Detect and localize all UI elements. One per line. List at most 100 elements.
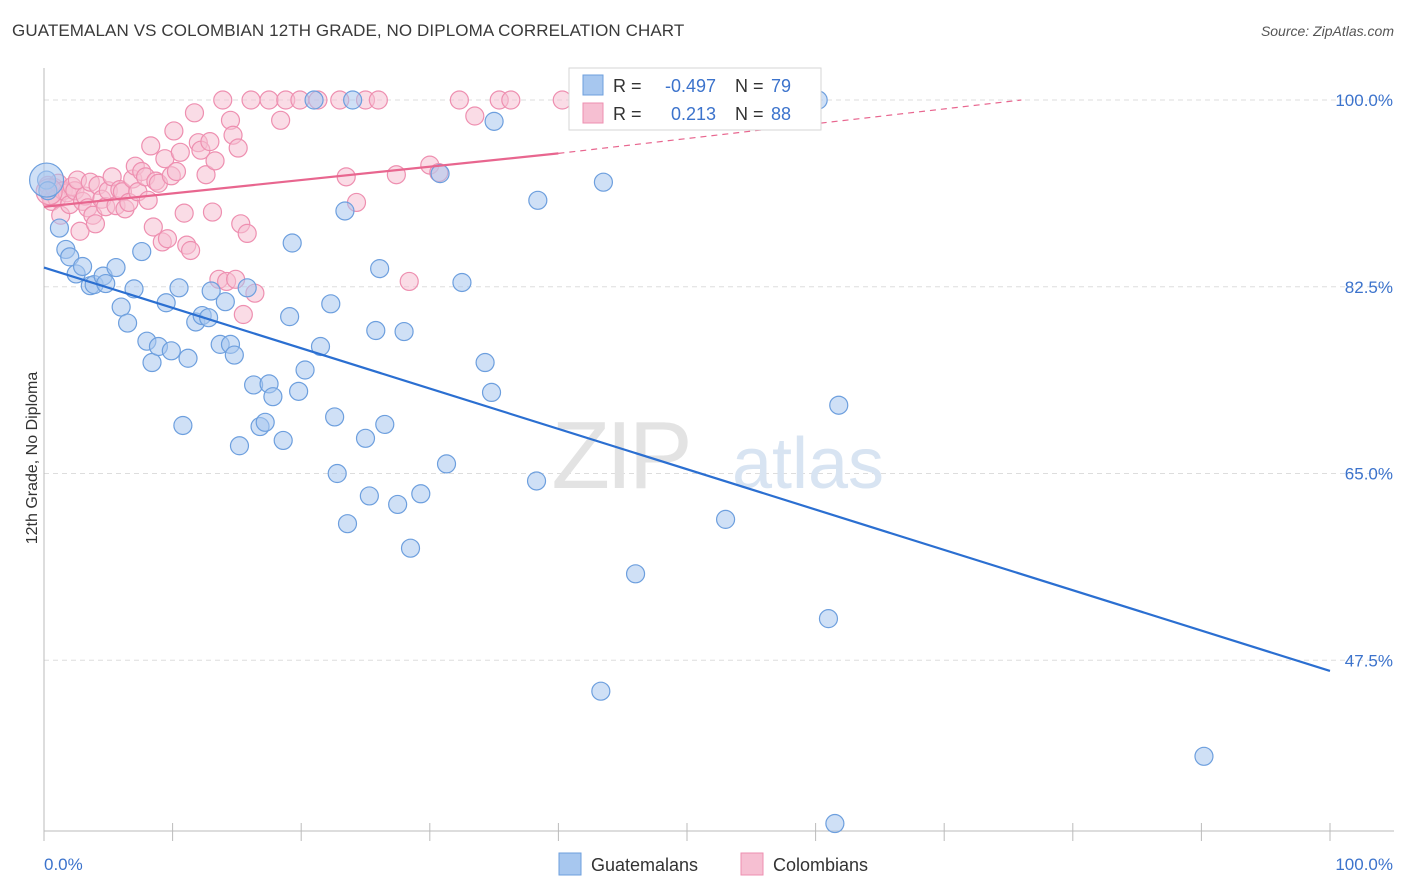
colombians-point bbox=[205, 151, 225, 171]
x-tick-label: 100.0% bbox=[1335, 855, 1393, 874]
colombians-point bbox=[181, 240, 201, 261]
guatemalans-point bbox=[481, 382, 502, 403]
guatemalans-point bbox=[484, 111, 504, 131]
axes bbox=[43, 68, 1394, 841]
guatemalans-point bbox=[1194, 746, 1214, 766]
guatemalans-point bbox=[388, 494, 408, 515]
colombians-point bbox=[237, 223, 257, 244]
legend-r-label-1: R = bbox=[613, 76, 642, 96]
guatemalans-point bbox=[106, 257, 126, 278]
colombians-point bbox=[399, 271, 419, 292]
guatemalans-point bbox=[169, 278, 189, 298]
guatemalans-point bbox=[327, 463, 347, 484]
legend-bottom-label-colombians: Colombians bbox=[773, 855, 868, 875]
legend-n-value-2: 88 bbox=[771, 104, 791, 124]
legend-r-value-1: -0.497 bbox=[665, 76, 716, 96]
guatemalans-point bbox=[370, 259, 390, 279]
watermark-zip: ZIP bbox=[551, 402, 688, 509]
colombians-point bbox=[166, 161, 187, 182]
colombians-point bbox=[228, 138, 248, 158]
colombians-point bbox=[138, 190, 158, 210]
y-tick-label: 100.0% bbox=[1335, 91, 1393, 110]
y-tick-label: 65.0% bbox=[1345, 465, 1393, 484]
y-tick-labels: 100.0% 82.5% 65.0% 47.5% bbox=[1335, 91, 1393, 670]
colombians-trend-line bbox=[43, 152, 559, 208]
legend-swatch-guatemalans bbox=[582, 74, 604, 96]
colombians-point bbox=[202, 202, 223, 222]
guatemalans-point bbox=[591, 681, 611, 701]
watermark: ZIP atlas bbox=[551, 402, 884, 509]
guatemalans-point bbox=[289, 381, 309, 401]
guatemalans-point bbox=[343, 90, 363, 110]
colombians-point bbox=[368, 90, 388, 110]
guatemalans-point bbox=[161, 341, 181, 361]
x-tick-labels: 0.0% 100.0% bbox=[44, 855, 1393, 874]
guatemalans-point bbox=[255, 412, 275, 432]
legend-stats-box bbox=[568, 67, 822, 131]
guatemalans-point bbox=[111, 297, 131, 317]
guatemalans-point bbox=[593, 172, 614, 192]
guatemalans-point bbox=[28, 162, 65, 198]
legend-bottom-swatch-colombians bbox=[740, 852, 764, 876]
guatemalans-point bbox=[394, 321, 414, 342]
guatemalans-point bbox=[295, 360, 315, 380]
guatemalans-point bbox=[280, 307, 300, 327]
colombians-point bbox=[271, 110, 291, 130]
guatemalans-point bbox=[452, 272, 472, 293]
chart-title: GUATEMALAN VS COLOMBIAN 12TH GRADE, NO D… bbox=[12, 21, 685, 40]
colombians-point bbox=[174, 203, 194, 223]
x-tick-label: 0.0% bbox=[44, 855, 83, 874]
guatemalans-point bbox=[337, 514, 358, 534]
guatemalans-point bbox=[263, 387, 283, 407]
guatemalans-point bbox=[273, 430, 293, 451]
legend-r-value-2: 0.213 bbox=[671, 104, 716, 124]
colombians-point bbox=[170, 142, 190, 162]
colombians-point bbox=[233, 304, 253, 325]
guatemalans-point bbox=[825, 813, 845, 834]
watermark-atlas: atlas bbox=[732, 424, 884, 504]
colombians-point bbox=[70, 221, 90, 241]
colombians-point bbox=[449, 90, 469, 110]
guatemalans-point bbox=[528, 190, 548, 210]
colombians-point bbox=[141, 136, 161, 156]
legend-bottom-label-guatemalans: Guatemalans bbox=[591, 855, 698, 875]
guatemalans-point bbox=[335, 201, 355, 221]
guatemalans-point bbox=[229, 436, 250, 456]
colombians-point bbox=[501, 90, 521, 110]
guatemalans-point bbox=[60, 247, 80, 267]
guatemalans-points bbox=[28, 90, 1214, 834]
colombians-point bbox=[85, 214, 106, 234]
colombians-point bbox=[259, 90, 279, 110]
guatemalans-point bbox=[359, 486, 379, 506]
trend-lines bbox=[43, 99, 1331, 672]
colombians-point bbox=[241, 90, 261, 110]
legend-r-label-2: R = bbox=[613, 104, 642, 124]
guatemalans-point bbox=[117, 313, 138, 333]
guatemalans-point bbox=[201, 281, 221, 301]
colombians-point bbox=[196, 165, 216, 185]
guatemalans-point bbox=[173, 415, 193, 436]
legend-stats: R = -0.497 N = 79 R = 0.213 N = 88 bbox=[568, 67, 822, 131]
colombians-point bbox=[465, 106, 485, 126]
guatemalans-point bbox=[715, 509, 736, 529]
guatemalans-point bbox=[526, 471, 547, 491]
y-axis-label: 12th Grade, No Diploma bbox=[24, 372, 41, 545]
guatemalans-point bbox=[375, 414, 395, 435]
guatemalans-point bbox=[49, 218, 70, 238]
guatemalans-trend-line bbox=[43, 266, 1331, 672]
y-tick-label: 47.5% bbox=[1345, 651, 1393, 670]
guatemalans-point bbox=[475, 352, 495, 373]
legend-n-label-2: N = bbox=[735, 104, 764, 124]
legend-n-value-1: 79 bbox=[771, 76, 791, 96]
guatemalans-point bbox=[400, 538, 421, 558]
guatemalans-point bbox=[436, 454, 457, 474]
legend-bottom-swatch-guatemalans bbox=[558, 852, 582, 876]
legend-swatch-colombians bbox=[582, 102, 604, 124]
colombians-point bbox=[184, 103, 205, 123]
source-label: Source: ZipAtlas.com bbox=[1260, 23, 1394, 39]
guatemalans-point bbox=[829, 395, 849, 415]
guatemalans-point bbox=[625, 564, 646, 584]
guatemalans-point bbox=[178, 348, 198, 368]
legend-series: Guatemalans Colombians bbox=[558, 852, 868, 876]
legend-n-label-1: N = bbox=[735, 76, 764, 96]
